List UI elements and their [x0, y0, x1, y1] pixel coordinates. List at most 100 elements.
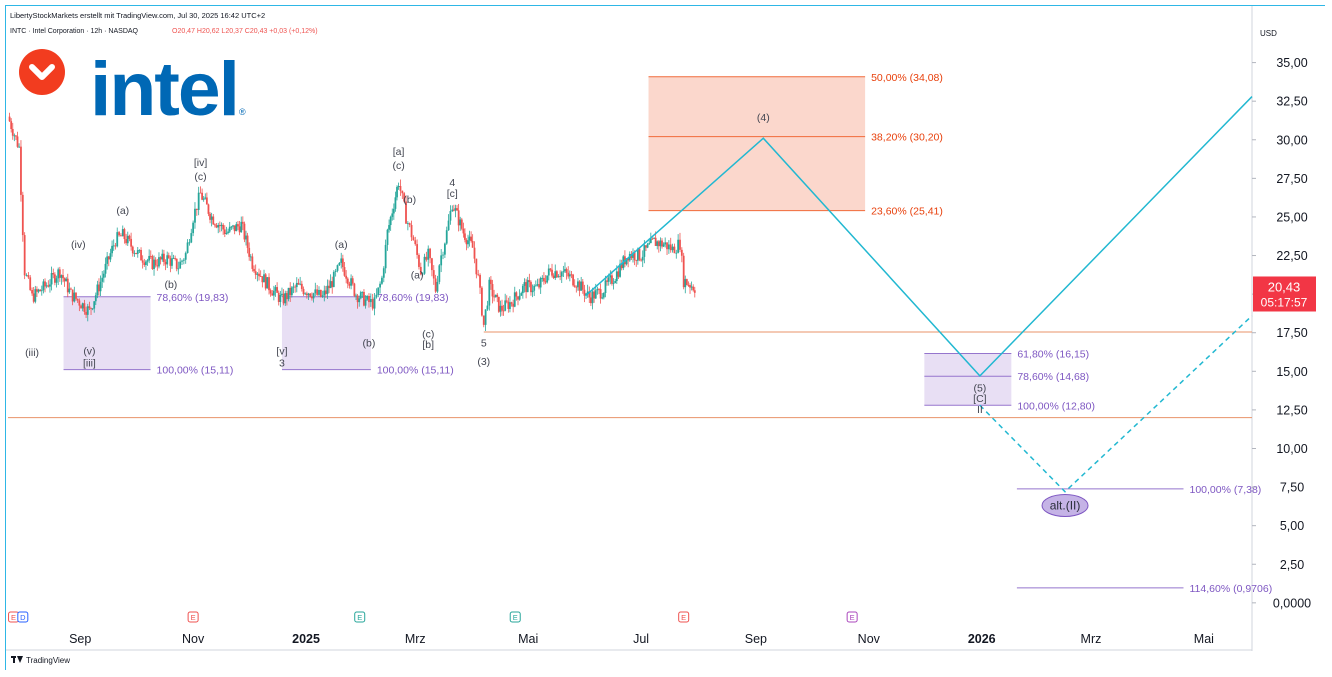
candle-body: [651, 238, 654, 240]
candle-body: [551, 269, 553, 276]
candle-body: [669, 244, 672, 251]
candle-body: [512, 303, 515, 307]
candle-body: [588, 291, 591, 298]
candle-body: [625, 258, 628, 265]
candle-body: [436, 281, 439, 292]
candle-body: [648, 243, 651, 245]
event-marker-icon[interactable]: [509, 611, 521, 623]
event-marker-icon[interactable]: [17, 611, 29, 623]
candle-body: [689, 285, 691, 288]
candle-body: [443, 243, 446, 255]
event-marker-icon[interactable]: [187, 611, 199, 623]
candle-body: [167, 255, 170, 259]
candle-body: [172, 257, 175, 259]
candle-body: [218, 225, 221, 227]
price-tick-label: 32,50: [1276, 95, 1307, 109]
last-price-badge[interactable]: [1253, 276, 1316, 312]
candle-body: [279, 294, 282, 302]
candle-body: [599, 289, 602, 299]
wave-label: [c]: [447, 188, 458, 200]
candle-body: [266, 277, 269, 289]
logo-badge-icon: [19, 49, 65, 95]
candle-body: [268, 277, 270, 291]
candle-body: [62, 275, 64, 279]
candle-body: [29, 277, 32, 291]
candle-body: [408, 223, 411, 225]
event-marker-earnings: E: [846, 611, 858, 623]
candle-body: [53, 274, 56, 283]
fib-level-label: 100,00% (7,38): [1190, 484, 1262, 496]
candle-body: [406, 223, 409, 224]
candle-body: [254, 271, 257, 275]
candle-body: [391, 213, 394, 217]
candle-body: [340, 258, 343, 263]
candle-body: [177, 268, 180, 270]
candle-body: [86, 306, 89, 315]
event-marker-icon[interactable]: [846, 611, 858, 623]
candle-body: [382, 268, 385, 278]
candle-body: [470, 236, 473, 241]
candle-body: [44, 281, 46, 287]
candle-body: [602, 292, 605, 298]
candle-body: [562, 271, 565, 273]
candle-body: [121, 229, 124, 237]
candle-body: [568, 274, 571, 277]
candle-body: [414, 240, 417, 245]
candle-body: [225, 232, 228, 235]
candle-body: [638, 248, 641, 260]
chevron-down-icon: [29, 64, 55, 80]
candle-body: [546, 275, 549, 283]
candle-body: [377, 287, 380, 295]
candle-body: [50, 273, 53, 285]
registered-mark: ®: [239, 107, 246, 117]
candle-body: [457, 210, 460, 226]
fib-level-label: 61,80% (16,15): [1017, 349, 1089, 361]
time-axis: Sep Nov 2025 Mrz Mai Jul Sep Nov 2026 Mrz Mai: [69, 632, 1214, 646]
candle-body: [316, 289, 319, 295]
candle-body: [151, 256, 154, 270]
candle-body: [106, 256, 109, 264]
wave-label: [iii]: [83, 358, 96, 370]
candle-body: [83, 303, 86, 312]
candle-body: [32, 293, 35, 302]
wave-label: 3: [279, 358, 285, 370]
event-marker-earnings: E: [509, 611, 521, 623]
candle-body: [358, 298, 361, 303]
time-tick-label: Nov: [182, 632, 205, 646]
candle-body: [552, 275, 555, 279]
candle-body: [505, 300, 508, 302]
candle-body: [305, 293, 308, 296]
event-marker-icon[interactable]: [354, 611, 366, 623]
candle-body: [120, 235, 122, 237]
candle-body: [232, 225, 234, 227]
price-chart[interactable]: 50,00% (34,08) 38,20% (30,20) 23,60% (25,4…: [6, 6, 1326, 671]
candle-body: [297, 282, 300, 285]
event-marker-icon[interactable]: [678, 611, 690, 623]
candle-body: [425, 256, 428, 260]
price-tick-label: 22,50: [1276, 249, 1307, 263]
candle-body: [523, 282, 526, 286]
tradingview-brand: TradingView: [11, 656, 70, 665]
event-marker-label: E: [681, 613, 686, 622]
candle-body: [25, 275, 28, 276]
candle-body: [190, 233, 193, 243]
candle-body: [632, 252, 634, 258]
candle-body: [118, 232, 120, 236]
wave-label: (3): [477, 356, 490, 368]
wave-label: 4: [449, 177, 455, 189]
candle-body: [202, 198, 205, 200]
event-marker-dividend: D: [17, 611, 29, 623]
candle-body: [371, 298, 374, 309]
candle-body: [57, 269, 60, 279]
candle-body: [386, 229, 389, 245]
candle-body: [78, 300, 81, 306]
candle-body: [573, 285, 576, 287]
candle-body: [468, 236, 471, 241]
candle-body: [264, 274, 267, 289]
candle-body: [338, 262, 341, 266]
candle-body: [217, 225, 220, 228]
candle-body: [612, 282, 615, 284]
candle-body: [248, 247, 251, 257]
candle-body: [65, 278, 68, 282]
time-tick-label: 2026: [968, 632, 996, 646]
